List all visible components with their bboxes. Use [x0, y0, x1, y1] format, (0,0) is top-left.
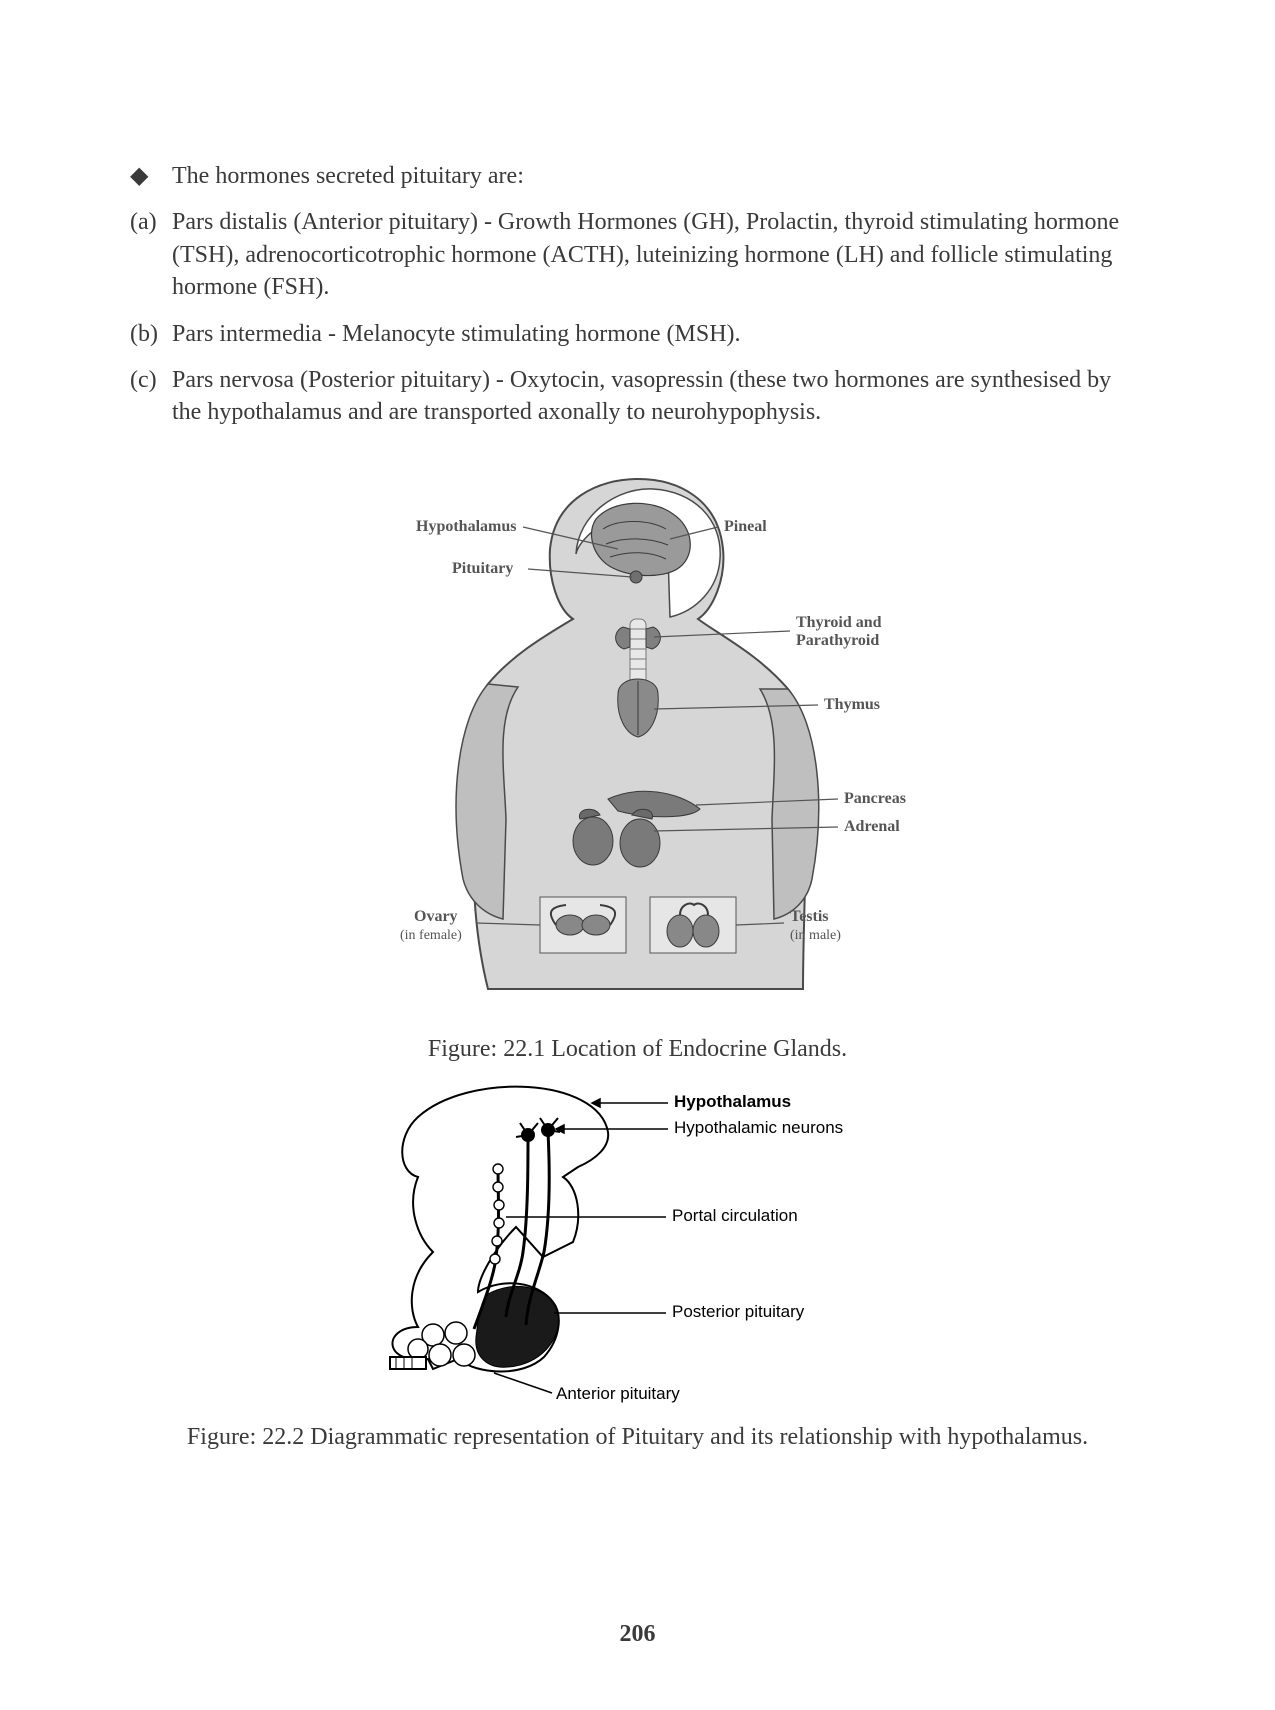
- page: ◆ The hormones secreted pituitary are: (…: [0, 0, 1275, 1710]
- label-testis-2: (in male): [790, 928, 841, 943]
- item-b: (b) Pars intermedia - Melanocyte stimula…: [130, 318, 1145, 350]
- bullet-diamond: ◆: [130, 160, 172, 192]
- f2-label-anterior: Anterior pituitary: [556, 1384, 680, 1403]
- pituitary-hypothalamus-diagram: Hypothalamus Hypothalamic neurons Portal…: [378, 1077, 898, 1407]
- label-pineal: Pineal: [724, 518, 767, 535]
- item-a: (a) Pars distalis (Anterior pituitary) -…: [130, 206, 1145, 303]
- marker-b: (b): [130, 318, 172, 350]
- intro-text: The hormones secreted pituitary are:: [172, 160, 1145, 192]
- marker-a: (a): [130, 206, 172, 303]
- figure-1-wrap: Hypothalamus Pituitary Pineal Thyroid an…: [130, 459, 1145, 1019]
- marker-c: (c): [130, 364, 172, 429]
- label-hypothalamus: Hypothalamus: [416, 518, 516, 535]
- label-thymus: Thymus: [824, 696, 880, 713]
- f2-label-portal: Portal circulation: [672, 1206, 798, 1225]
- label-ovary-2: (in female): [400, 928, 462, 943]
- body-b: Pars intermedia - Melanocyte stimulating…: [172, 318, 1145, 350]
- label-thyroid-2: Parathyroid: [796, 632, 879, 649]
- intro-item: ◆ The hormones secreted pituitary are:: [130, 160, 1145, 192]
- label-adrenal: Adrenal: [844, 818, 900, 835]
- caption-fig2: Figure: 22.2 Diagrammatic representation…: [130, 1421, 1145, 1453]
- label-pituitary: Pituitary: [452, 560, 513, 577]
- label-ovary-1: Ovary: [414, 908, 458, 925]
- item-c: (c) Pars nervosa (Posterior pituitary) -…: [130, 364, 1145, 429]
- label-thyroid-1: Thyroid and: [796, 614, 882, 631]
- figure-2-wrap: Hypothalamus Hypothalamic neurons Portal…: [130, 1077, 1145, 1407]
- label-testis-1: Testis: [790, 908, 829, 925]
- body-a: Pars distalis (Anterior pituitary) - Gro…: [172, 206, 1145, 303]
- page-number: 206: [0, 1618, 1275, 1650]
- f2-label-neurons: Hypothalamic neurons: [674, 1118, 843, 1137]
- f2-label-hypothalamus: Hypothalamus: [674, 1092, 791, 1111]
- label-pancreas: Pancreas: [844, 790, 906, 807]
- endocrine-glands-diagram: Hypothalamus Pituitary Pineal Thyroid an…: [318, 459, 958, 1019]
- body-c: Pars nervosa (Posterior pituitary) - Oxy…: [172, 364, 1145, 429]
- caption-fig1: Figure: 22.1 Location of Endocrine Gland…: [130, 1033, 1145, 1065]
- f2-label-posterior: Posterior pituitary: [672, 1302, 805, 1321]
